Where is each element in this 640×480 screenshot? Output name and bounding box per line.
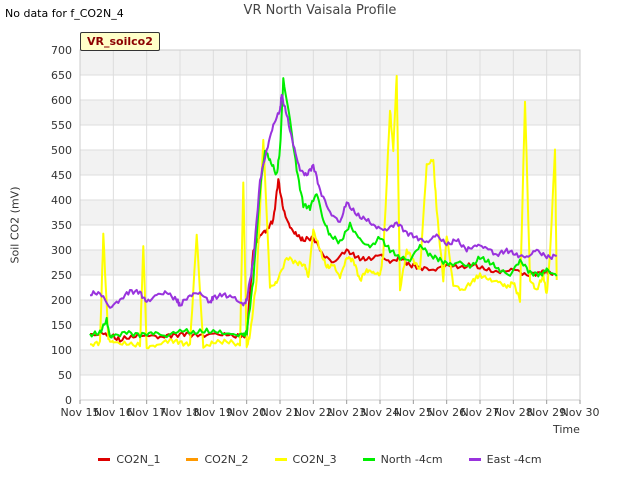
x-tick-label: Nov 19 [194,406,233,419]
x-tick-label: Nov 18 [161,406,200,419]
series-line-east-4cm [89,93,557,309]
series-line-north-4cm [89,77,558,339]
plot-band [80,50,580,75]
legend-label: CO2N_1 [116,453,161,466]
legend-item-co2n-1[interactable]: CO2N_1 [98,453,160,466]
y-axis-ticks: 0 50 100 150 200 250 300 350 400 450 500 550 600 650 7… [51,44,72,407]
legend-swatch [186,458,199,461]
grid-lines [79,49,581,401]
plot-band [80,150,580,175]
chart-title: VR North Vaisala Profile [243,3,397,18]
plot-band [80,75,580,100]
y-tick-label: 550 [51,119,72,132]
x-tick-label: Nov 21 [261,406,300,419]
legend-item-co2n-3[interactable]: CO2N_3 [274,453,337,466]
y-tick-label: 0 [65,394,72,407]
y-tick-label: 600 [51,94,72,107]
x-tick-label: Nov 30 [561,406,600,419]
y-tick-label: 150 [51,319,72,332]
legend-label: East -4cm [486,453,542,466]
legend-label: CO2N_2 [204,453,249,466]
plot-band [80,100,580,125]
legend-item-north-4cm[interactable]: North -4cm [362,453,443,466]
x-tick-label: Nov 17 [127,406,166,419]
plot-band [80,300,580,325]
plot-band [80,125,580,150]
legend-swatch [98,458,111,461]
series-line-co2n-1 [90,178,554,343]
x-tick-label: Nov 23 [327,406,366,419]
y-tick-label: 500 [51,144,72,157]
legend: CO2N_1 CO2N_2 CO2N_3 North -4cm East -4c… [0,453,640,466]
x-tick-label: Nov 16 [94,406,133,419]
legend-item-east-4cm[interactable]: East -4cm [468,453,542,466]
x-tick-label: Nov 15 [61,406,100,419]
x-tick-label: Nov 22 [294,406,333,419]
plot-band [80,175,580,200]
y-tick-label: 700 [51,44,72,57]
legend-swatch [362,458,375,461]
site-badge[interactable]: VR_soilco2 [80,32,160,51]
plot-band [80,225,580,250]
plot-background-bands [80,50,580,400]
y-tick-label: 450 [51,169,72,182]
legend-label: North -4cm [380,453,443,466]
no-data-note: No data for f_CO2N_4 [5,7,124,20]
x-tick-label: Nov 26 [427,406,466,419]
x-tick-label: Nov 24 [361,406,400,419]
x-tick-label: Nov 25 [394,406,433,419]
series-lines [89,74,558,350]
plot-band [80,375,580,400]
x-tick-label: Nov 29 [527,406,566,419]
plot-band [80,350,580,375]
y-tick-label: 250 [51,269,72,282]
y-tick-label: 300 [51,244,72,257]
y-tick-label: 50 [58,369,72,382]
plot-border [79,49,581,401]
x-tick-label: Nov 20 [227,406,266,419]
legend-swatch [468,458,481,461]
y-tick-label: 650 [51,69,72,82]
legend-swatch [274,458,287,461]
plot-band [80,275,580,300]
x-tick-label: Nov 28 [494,406,533,419]
legend-item-co2n-2[interactable]: CO2N_2 [186,453,249,466]
series-line-co2n-3 [89,74,558,350]
y-axis-label: Soil CO2 (mV) [8,186,22,264]
y-tick-label: 200 [51,294,72,307]
y-tick-label: 400 [51,194,72,207]
legend-label: CO2N_3 [292,453,337,466]
x-tick-label: Nov 27 [461,406,500,419]
y-tick-label: 350 [51,219,72,232]
y-tick-label: 100 [51,344,72,357]
x-axis-label: Time [553,423,580,436]
